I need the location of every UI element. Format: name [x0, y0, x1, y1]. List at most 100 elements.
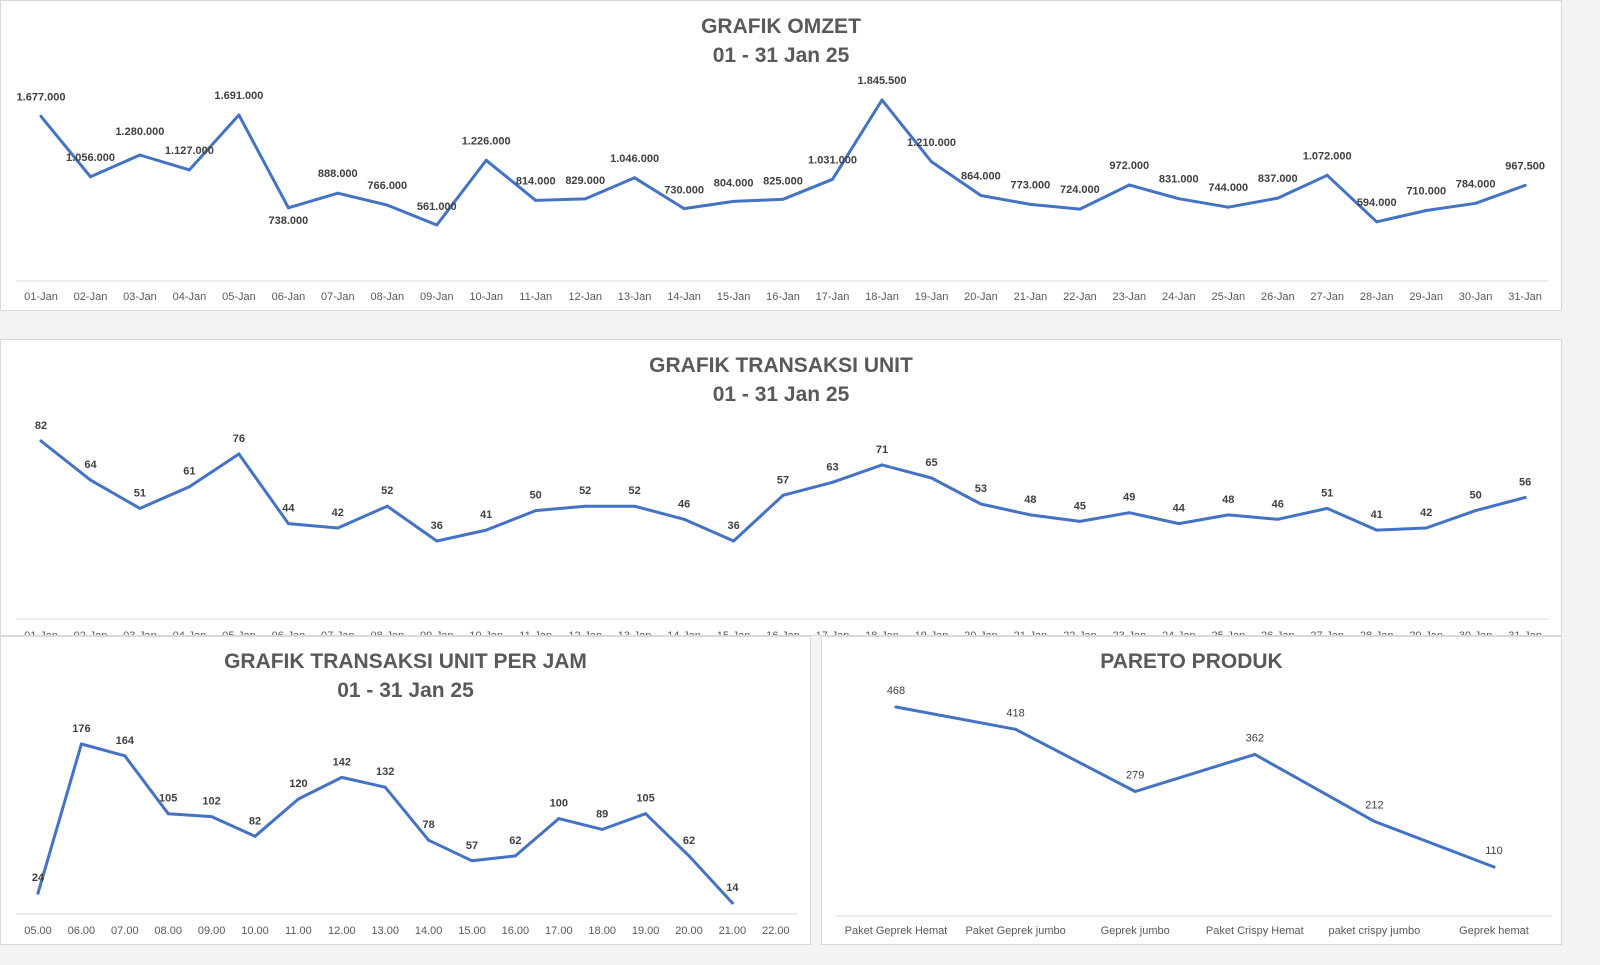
unit-point [1177, 522, 1181, 526]
unit-point [1226, 513, 1230, 517]
omzet-point [930, 160, 933, 164]
perjam-point [340, 775, 344, 779]
perjam-tick-label: 12.00 [328, 925, 356, 937]
unit-tick-label: 23-Jan [1112, 630, 1146, 636]
unit-data-label: 61 [183, 466, 195, 478]
omzet-data-label: 710.000 [1406, 186, 1446, 198]
omzet-tick-label: 15-Jan [717, 291, 751, 303]
unit-tick-label: 09-Jan [420, 630, 454, 636]
unit-tick-label: 16-Jan [766, 630, 800, 636]
perjam-tick-label: 07.00 [111, 925, 139, 937]
unit-point [633, 504, 637, 508]
unit-tick-label: 07-Jan [321, 630, 355, 636]
perjam-data-label: 105 [159, 793, 177, 805]
perjam-data-label: 82 [249, 815, 261, 827]
omzet-data-label: 1.210.000 [907, 137, 956, 149]
perjam-tick-label: 17.00 [545, 925, 573, 937]
omzet-data-label: 1.031.000 [808, 154, 857, 166]
unit-point [89, 478, 92, 482]
omzet-point [781, 197, 785, 201]
pareto-chart-title: PARETO PRODUK [1100, 650, 1283, 673]
perjam-tick-label: 09.00 [198, 925, 226, 937]
omzet-point [1276, 196, 1280, 200]
unit-line-chart: 82 64 51 61 76 44 42 52 36 41 50 52 52 46 36 57 63 71 65 53… [16, 420, 1548, 636]
omzet-data-label: 1.226.000 [462, 135, 511, 147]
perjam-point [470, 859, 474, 863]
omzet-data-label: 837.000 [1258, 173, 1298, 185]
omzet-data-label: 594.000 [1357, 197, 1397, 209]
omzet-point [138, 153, 142, 157]
omzet-tick-label: 09-Jan [420, 291, 454, 303]
unit-data-label: 50 [530, 490, 542, 502]
omzet-data-label: 829.000 [565, 175, 605, 187]
omzet-tick-label: 05-Jan [222, 291, 256, 303]
pareto-tick-label: Geprek hemat [1459, 925, 1529, 937]
omzet-data-label: 888.000 [318, 168, 358, 180]
omzet-point [1127, 183, 1131, 187]
perjam-data-label: 24 [32, 872, 45, 884]
perjam-tick-label: 19.00 [632, 925, 660, 937]
omzet-tick-label: 30-Jan [1459, 291, 1493, 303]
unit-tick-label: 12-Jan [568, 630, 602, 636]
omzet-point [1325, 173, 1329, 177]
unit-tick-label: 20-Jan [964, 630, 998, 636]
omzet-point [979, 194, 983, 197]
unit-data-label: 50 [1469, 490, 1481, 502]
omzet-data-label: 1.677.000 [17, 91, 66, 103]
omzet-tick-label: 28-Jan [1360, 291, 1394, 303]
unit-point [1276, 517, 1280, 521]
omzet-data-label: 814.000 [516, 175, 556, 187]
omzet-point [286, 206, 290, 210]
unit-point [682, 517, 686, 521]
omzet-tick-label: 12-Jan [568, 291, 602, 303]
perjam-point [253, 834, 257, 838]
unit-point [831, 480, 834, 484]
perjam-data-label: 120 [289, 778, 307, 790]
unit-point [1375, 528, 1379, 532]
unit-tick-label: 27-Jan [1310, 630, 1344, 636]
omzet-tick-label: 18-Jan [865, 291, 899, 303]
pareto-data-label: 468 [887, 685, 905, 697]
omzet-point [435, 223, 439, 227]
unit-tick-label: 22-Jan [1063, 630, 1097, 636]
perjam-data-label: 62 [509, 835, 521, 847]
omzet-point [336, 191, 340, 195]
unit-point [484, 528, 488, 532]
unit-point [1474, 509, 1478, 513]
omzet-tick-label: 22-Jan [1063, 291, 1097, 303]
unit-point [1325, 506, 1329, 510]
pareto-data-label: 279 [1126, 770, 1144, 782]
perjam-data-label: 142 [333, 756, 351, 768]
perjam-point [210, 815, 214, 819]
omzet-data-label: 1.127.000 [165, 145, 214, 157]
omzet-data-label: 744.000 [1208, 182, 1248, 194]
pareto-chart-panel: PARETO PRODUK 468 418 279 362 212 110 Paket Ge… [821, 636, 1562, 945]
pareto-tick-label: paket crispy jumbo [1329, 925, 1421, 937]
perjam-chart-subtitle: 01 - 31 Jan 25 [337, 679, 474, 702]
unit-point [930, 476, 933, 480]
perjam-data-label: 100 [550, 798, 568, 810]
omzet-tick-label: 31-Jan [1508, 291, 1542, 303]
unit-data-label: 36 [727, 520, 739, 532]
unit-tick-label: 01-Jan [24, 630, 58, 636]
unit-data-label: 36 [431, 520, 443, 532]
omzet-point [1078, 207, 1082, 211]
unit-point [286, 522, 290, 526]
unit-tick-label: 05-Jan [222, 630, 256, 636]
pareto-data-label: 362 [1246, 732, 1264, 744]
omzet-point [633, 176, 637, 180]
unit-point [781, 493, 785, 497]
perjam-tick-label: 20.00 [675, 925, 703, 937]
perjam-point [513, 854, 517, 858]
unit-point [336, 526, 340, 530]
perjam-data-label: 89 [596, 808, 608, 820]
omzet-point [1226, 205, 1230, 209]
unit-point [1424, 526, 1428, 530]
omzet-point [880, 98, 884, 102]
unit-tick-label: 13-Jan [618, 630, 652, 636]
omzet-data-label: 1.056.000 [66, 152, 115, 164]
perjam-point [123, 754, 127, 758]
pareto-data-label: 110 [1485, 845, 1503, 857]
unit-point [39, 439, 43, 443]
omzet-data-label: 730.000 [664, 185, 704, 197]
